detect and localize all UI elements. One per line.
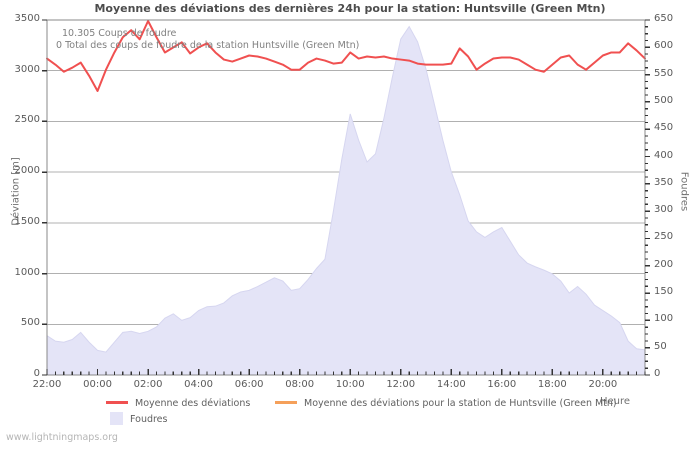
y-axis-right-tick-label: 550 <box>654 67 674 79</box>
y-axis-right-tick-label: 650 <box>654 13 674 24</box>
y-axis-right-tick-label: 100 <box>654 313 674 325</box>
y-axis-left-tick-label: 3000 <box>14 63 40 75</box>
y-axis-left-title: Déviation [m] <box>10 157 22 226</box>
annotation-station-total: 0 Total des coups de foudre de la statio… <box>56 40 360 51</box>
y-axis-left-tick-label: 1000 <box>14 266 40 278</box>
legend-area-swatch-strokes <box>110 412 123 425</box>
area-series-strokes-edge <box>46 25 646 353</box>
y-axis-left-tick-label: 3500 <box>14 13 40 24</box>
x-axis-tick-label: 16:00 <box>487 379 517 390</box>
x-axis-tick-label: 18:00 <box>537 379 567 390</box>
y-axis-left-tick-label: 2000 <box>14 165 40 177</box>
area-series-strokes <box>47 26 645 376</box>
legend-item-deviation: Moyenne des déviations <box>106 398 250 409</box>
y-axis-right-tick-label: 500 <box>654 94 674 106</box>
watermark: www.lightningmaps.org <box>6 432 118 443</box>
x-axis-tick-label: 20:00 <box>588 379 618 390</box>
legend-line-swatch-deviation <box>106 401 128 404</box>
legend-item-station-deviation: Moyenne des déviations pour la station d… <box>275 398 617 409</box>
x-axis-tick-label: 04:00 <box>184 379 213 390</box>
x-axis-title: Heure <box>600 396 631 407</box>
y-axis-right-tick-label: 600 <box>654 40 674 52</box>
y-axis-right-tick-label: 400 <box>654 149 674 161</box>
page-title: Moyenne des déviations des dernières 24h… <box>94 2 606 15</box>
x-axis-tick-label: 08:00 <box>285 379 315 390</box>
y-axis-right-tick-label: 50 <box>654 340 667 352</box>
y-axis-right-tick-label: 200 <box>654 258 674 270</box>
line-series-deviation <box>46 20 646 92</box>
x-axis-tick-label: 22:00 <box>32 379 62 390</box>
legend-label-deviation: Moyenne des déviations <box>135 398 251 409</box>
y-axis-right-tick-label: 150 <box>654 286 674 298</box>
legend-line-swatch-station <box>275 401 297 404</box>
y-axis-right-tick-label: 0 <box>654 368 661 379</box>
x-axis-tick-label: 12:00 <box>386 379 416 390</box>
legend-label-station: Moyenne des déviations pour la station d… <box>304 398 617 409</box>
x-axis-tick-label: 10:00 <box>335 379 365 390</box>
y-axis-left-tick-label: 0 <box>33 368 40 379</box>
y-axis-left-tick-label: 1500 <box>14 215 40 227</box>
y-axis-left-tick-label: 2500 <box>14 114 40 126</box>
x-axis-tick-label: 06:00 <box>234 379 264 390</box>
x-axis-tick-label: 02:00 <box>133 379 163 390</box>
y-axis-right-tick-label: 250 <box>654 231 674 243</box>
x-axis-tick-label: 00:00 <box>83 379 112 390</box>
y-axis-right-tick-label: 300 <box>654 204 674 216</box>
x-axis-tick-label: 14:00 <box>436 379 466 390</box>
legend-item-strokes: Foudres <box>106 412 168 426</box>
legend-label-strokes: Foudres <box>130 414 168 425</box>
y-axis-right-tick-label: 350 <box>654 176 674 188</box>
annotation-strokes-count: 10.305 Coups de foudre <box>62 28 177 39</box>
y-axis-right-tick-label: 450 <box>654 122 674 134</box>
y-axis-left-tick-label: 500 <box>20 317 40 329</box>
